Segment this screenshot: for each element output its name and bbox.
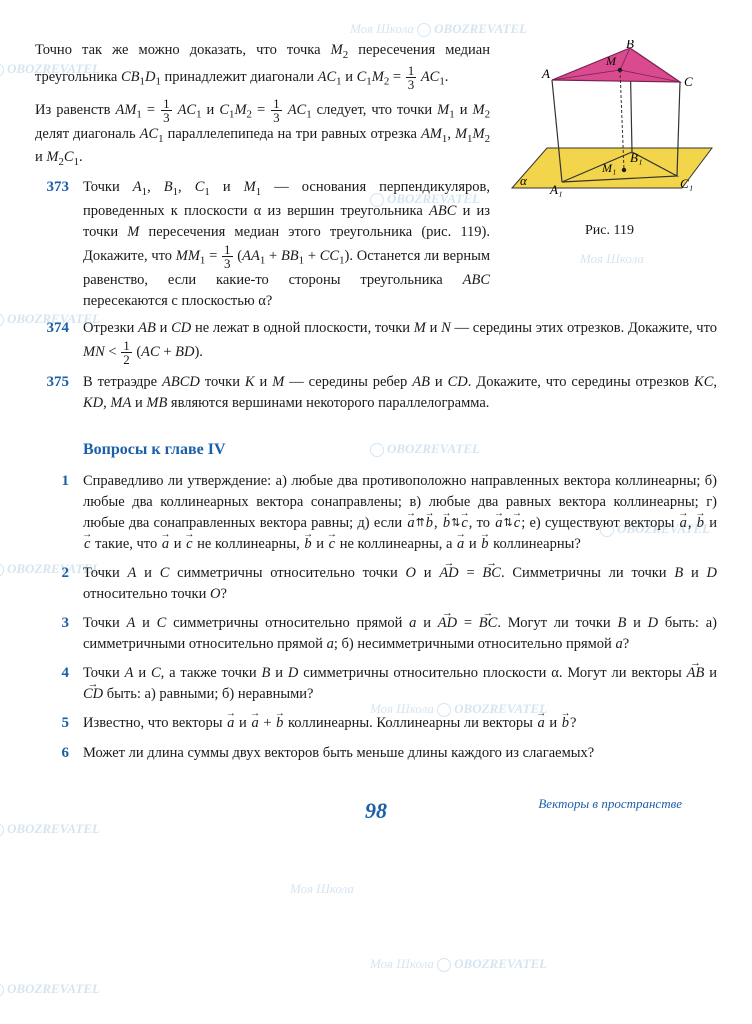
question-3: 3 Точки A и C симметричны относительно п… xyxy=(35,613,717,655)
question-num: 3 xyxy=(35,613,83,655)
question-body: Известно, что векторы a и a + b коллинеа… xyxy=(83,713,717,735)
question-1: 1 Справедливо ли утверждение: а) любые д… xyxy=(35,471,717,555)
question-num: 5 xyxy=(35,713,83,735)
figure-svg: A B C M A₁ B₁ C₁ M₁ α xyxy=(502,40,717,210)
svg-text:C₁: C₁ xyxy=(680,176,693,191)
svg-text:α: α xyxy=(520,173,528,188)
svg-text:M₁: M₁ xyxy=(601,161,616,175)
question-body: Точки A и C симметричны относительно точ… xyxy=(83,563,717,605)
question-num: 6 xyxy=(35,743,83,765)
page-footer: 98 Векторы в пространстве xyxy=(35,795,717,827)
page-content: A B C M A₁ B₁ C₁ M₁ α Рис. 119 Точно так… xyxy=(35,40,717,826)
footer-text: Векторы в пространстве xyxy=(538,795,682,814)
question-5: 5 Известно, что векторы a и a + b коллин… xyxy=(35,713,717,735)
svg-text:A: A xyxy=(541,66,550,81)
problem-num: 373 xyxy=(35,177,83,312)
problem-373: 373 Точки A1, B1, C1 и M1 — основания пе… xyxy=(35,177,490,312)
question-2: 2 Точки A и C симметричны относительно т… xyxy=(35,563,717,605)
question-6: 6 Может ли длина суммы двух векторов быт… xyxy=(35,743,717,765)
question-4: 4 Точки A и C, а также точки B и D симме… xyxy=(35,663,717,705)
problem-374: 374 Отрезки AB и CD не лежат в одной пло… xyxy=(35,318,717,366)
svg-text:B₁: B₁ xyxy=(630,150,642,165)
problem-body: В тетраэдре ABCD точки K и M — середины … xyxy=(83,372,717,414)
question-body: Справедливо ли утверждение: а) любые два… xyxy=(83,471,717,555)
svg-text:M: M xyxy=(605,54,617,68)
figure-119: A B C M A₁ B₁ C₁ M₁ α Рис. 119 xyxy=(502,40,717,241)
page-number: 98 xyxy=(365,798,387,823)
question-body: Точки A и C, а также точки B и D симметр… xyxy=(83,663,717,705)
svg-text:A₁: A₁ xyxy=(549,182,562,197)
section-heading: Вопросы к главе IV xyxy=(83,438,717,461)
question-num: 4 xyxy=(35,663,83,705)
problem-375: 375 В тетраэдре ABCD точки K и M — серед… xyxy=(35,372,717,414)
question-body: Точки A и C симметричны относительно пря… xyxy=(83,613,717,655)
question-num: 2 xyxy=(35,563,83,605)
question-body: Может ли длина суммы двух векторов быть … xyxy=(83,743,717,765)
problem-body: Отрезки AB и CD не лежат в одной плоскос… xyxy=(83,318,717,366)
problem-num: 375 xyxy=(35,372,83,414)
problem-body: Точки A1, B1, C1 и M1 — основания перпен… xyxy=(83,177,490,312)
svg-text:B: B xyxy=(626,40,634,51)
problem-num: 374 xyxy=(35,318,83,366)
figure-caption: Рис. 119 xyxy=(502,221,717,241)
svg-text:C: C xyxy=(684,74,693,89)
question-num: 1 xyxy=(35,471,83,555)
